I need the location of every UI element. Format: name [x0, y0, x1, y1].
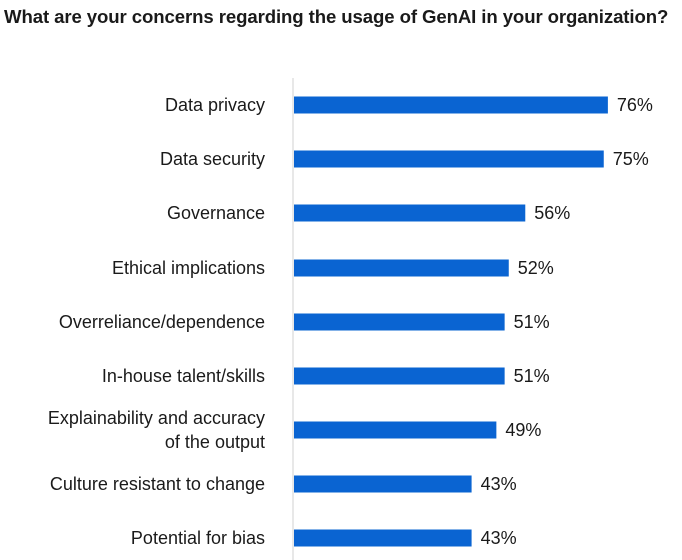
bar: [294, 313, 505, 331]
bar: [294, 150, 604, 168]
value-label: 56%: [534, 203, 570, 223]
value-label: 76%: [617, 95, 653, 115]
category-label: Ethical implications: [112, 258, 265, 278]
bars-group: 76% Data privacy 75% Data security 56% Govern…: [48, 95, 653, 548]
bar: [294, 204, 526, 222]
bar: [294, 367, 505, 385]
value-label: 52%: [518, 258, 554, 278]
bar: [294, 475, 472, 493]
value-label: 51%: [514, 366, 550, 386]
bar: [294, 421, 497, 439]
chart-title: What are your concerns regarding the usa…: [4, 6, 669, 27]
value-label: 43%: [481, 528, 517, 548]
category-label: Data privacy: [165, 95, 265, 115]
value-label: 75%: [613, 149, 649, 169]
bar: [294, 96, 608, 114]
category-label: Explainability and accuracy: [48, 408, 265, 428]
category-label: Data security: [160, 149, 265, 169]
category-label: Potential for bias: [131, 528, 265, 548]
bar: [294, 529, 472, 547]
category-label: Culture resistant to change: [50, 474, 265, 494]
category-label: of the output: [165, 432, 265, 452]
bar: [294, 259, 509, 277]
value-label: 51%: [514, 312, 550, 332]
value-label: 49%: [505, 420, 541, 440]
category-label: Overreliance/dependence: [59, 312, 265, 332]
category-label: In-house talent/skills: [102, 366, 265, 386]
category-label: Governance: [167, 203, 265, 223]
value-label: 43%: [481, 474, 517, 494]
